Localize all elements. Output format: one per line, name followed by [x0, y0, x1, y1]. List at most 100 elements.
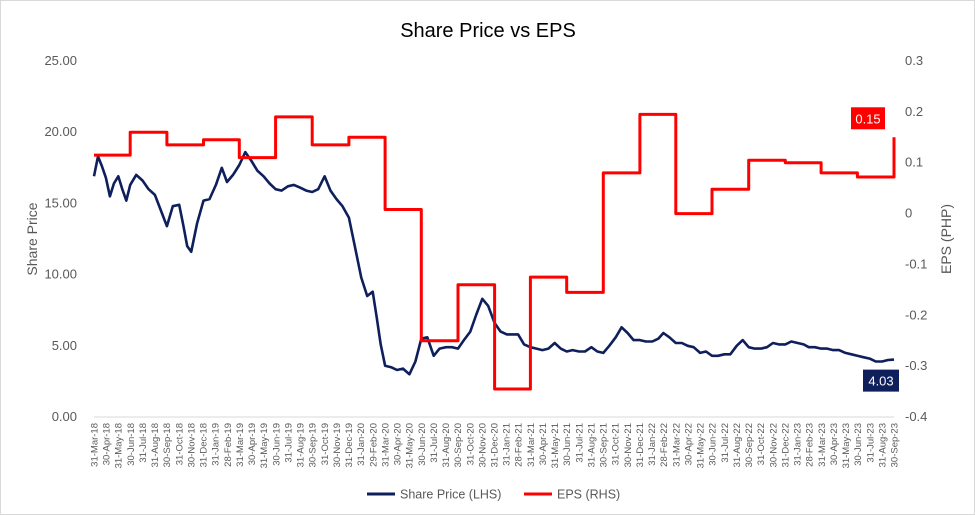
x-tick-label: 31-Aug-19	[296, 423, 307, 467]
x-tick-label: 31-Jan-21	[502, 423, 513, 466]
series-group	[92, 112, 896, 391]
x-tick-label: 31-Jan-22	[647, 423, 658, 466]
price-callout-label: 4.03	[868, 374, 893, 389]
y-left-tick-label: 20.00	[44, 124, 77, 139]
x-tick-label: 31-Jul-20	[429, 423, 440, 463]
price-callout-box	[863, 369, 899, 392]
x-tick-label: 30-Apr-21	[538, 423, 549, 465]
x-tick-label: 31-Oct-18	[174, 423, 185, 465]
x-tick-label: 31-May-20	[405, 423, 416, 468]
x-tick-label: 30-Sep-21	[599, 423, 610, 467]
x-tick-label: 31-Mar-20	[380, 423, 391, 467]
x-tick-label: 30-Apr-22	[683, 423, 694, 465]
x-tick-label: 31-Dec-22	[780, 423, 791, 467]
x-tick-label: 31-Mar-23	[817, 423, 828, 467]
y-left-tick-label: 10.00	[44, 267, 77, 282]
x-tick-label: 31-Jul-22	[720, 423, 731, 463]
y-right-tick-label: -0.2	[905, 307, 927, 322]
x-tick-label: 28-Feb-19	[223, 423, 234, 467]
x-tick-label: 31-Dec-18	[199, 423, 210, 467]
x-tick-label: 31-Mar-21	[526, 423, 537, 467]
y-right-tick-label: 0.2	[905, 104, 923, 119]
x-tick-label: 30-Nov-19	[332, 423, 343, 467]
x-tick-label: 30-Jun-22	[708, 423, 719, 466]
y-right-tick-label: -0.4	[905, 409, 927, 424]
legend: Share Price (LHS) EPS (RHS)	[367, 488, 620, 502]
x-tick-label: 31-Aug-21	[586, 423, 597, 467]
x-tick-label: 31-May-19	[259, 423, 270, 468]
x-tick-label: 30-Jun-23	[853, 423, 864, 466]
eps-callout-label: 0.15	[855, 111, 880, 126]
x-tick-label: 31-Oct-20	[465, 423, 476, 465]
x-axis-ticks: 31-Mar-18 30-Apr-18 31-May-18 30-Jun-18 31-J…	[90, 423, 901, 468]
x-tick-label: 31-Dec-21	[635, 423, 646, 467]
x-tick-label: 31-Oct-22	[756, 423, 767, 465]
y-right-tick-label: 0.3	[905, 53, 923, 68]
x-tick-label: 31-May-18	[114, 423, 125, 468]
x-tick-label: 31-Oct-21	[611, 423, 622, 465]
x-tick-label: 30-Nov-18	[186, 423, 197, 467]
x-tick-label: 31-May-23	[841, 423, 852, 468]
y-axis-left-ticks: 0.00 5.00 10.00 15.00 20.00 25.00	[44, 53, 77, 424]
y-axis-right-ticks: -0.4 -0.3 -0.2 -0.1 0 0.1 0.2 0.3	[905, 53, 927, 424]
x-tick-label: 30-Nov-21	[623, 423, 634, 467]
legend-label: Share Price (LHS)	[400, 488, 501, 502]
y-right-tick-label: 0.1	[905, 155, 923, 170]
x-tick-label: 31-Jul-18	[138, 423, 149, 463]
eps-series-line	[94, 112, 896, 391]
x-tick-label: 31-Dec-19	[344, 423, 355, 467]
x-tick-label: 31-Aug-18	[150, 423, 161, 467]
y-left-tick-label: 0.00	[52, 409, 77, 424]
x-tick-label: 31-Jul-23	[865, 423, 876, 463]
x-tick-label: 30-Apr-18	[102, 423, 113, 465]
x-tick-label: 30-Nov-20	[477, 423, 488, 467]
callouts: 0.15 4.03	[851, 107, 899, 392]
x-tick-label: 31-Oct-19	[320, 423, 331, 465]
y-left-tick-label: 5.00	[52, 338, 77, 353]
x-tick-label: 28-Feb-22	[659, 423, 670, 467]
x-tick-label: 29-Feb-20	[368, 423, 379, 467]
x-tick-label: 31-Jan-19	[211, 423, 222, 466]
y-left-tick-label: 25.00	[44, 53, 77, 68]
legend-label: EPS (RHS)	[557, 488, 620, 502]
x-tick-label: 31-Jul-19	[283, 423, 294, 463]
y-axis-left-label: Share Price	[24, 202, 40, 275]
x-tick-label: 30-Jun-19	[271, 423, 282, 466]
y-right-tick-label: -0.3	[905, 358, 927, 373]
x-tick-label: 31-Mar-19	[235, 423, 246, 467]
x-tick-label: 31-Aug-22	[732, 423, 743, 467]
x-tick-label: 31-Aug-20	[441, 423, 452, 467]
x-tick-label: 31-Aug-23	[877, 423, 888, 467]
x-tick-label: 31-Mar-18	[90, 423, 101, 467]
x-tick-label: 31-Mar-22	[671, 423, 682, 467]
x-tick-label: 30-Apr-19	[247, 423, 258, 465]
x-tick-label: 30-Sep-22	[744, 423, 755, 467]
x-tick-label: 30-Apr-20	[393, 423, 404, 465]
x-tick-label: 30-Sep-19	[308, 423, 319, 467]
x-tick-label: 30-Jun-21	[562, 423, 573, 466]
y-left-tick-label: 15.00	[44, 195, 77, 210]
x-tick-label: 30-Apr-23	[829, 423, 840, 465]
x-tick-label: 30-Jun-18	[126, 423, 137, 466]
x-tick-label: 28-Feb-21	[514, 423, 525, 467]
x-tick-label: 28-Feb-23	[805, 423, 816, 467]
y-right-tick-label: 0	[905, 206, 912, 221]
eps-callout-box	[851, 107, 885, 130]
x-tick-label: 30-Sep-20	[453, 423, 464, 467]
x-tick-label: 30-Sep-23	[890, 423, 901, 467]
x-tick-label: 31-May-21	[550, 423, 561, 468]
x-tick-label: 31-Jul-21	[574, 423, 585, 463]
y-axis-right-label: EPS (PHP)	[938, 204, 954, 274]
chart-title: Share Price vs EPS	[400, 20, 576, 42]
x-tick-label: 31-Jan-23	[793, 423, 804, 466]
x-tick-label: 31-Jan-20	[356, 423, 367, 466]
x-tick-label: 30-Sep-18	[162, 423, 173, 467]
share-price-series-line	[92, 150, 895, 376]
x-tick-label: 31-Dec-20	[490, 423, 501, 467]
x-tick-label: 31-May-22	[696, 423, 707, 468]
x-tick-label: 30-Nov-22	[768, 423, 779, 467]
y-right-tick-label: -0.1	[905, 256, 927, 271]
x-tick-label: 30-Jun-20	[417, 423, 428, 466]
